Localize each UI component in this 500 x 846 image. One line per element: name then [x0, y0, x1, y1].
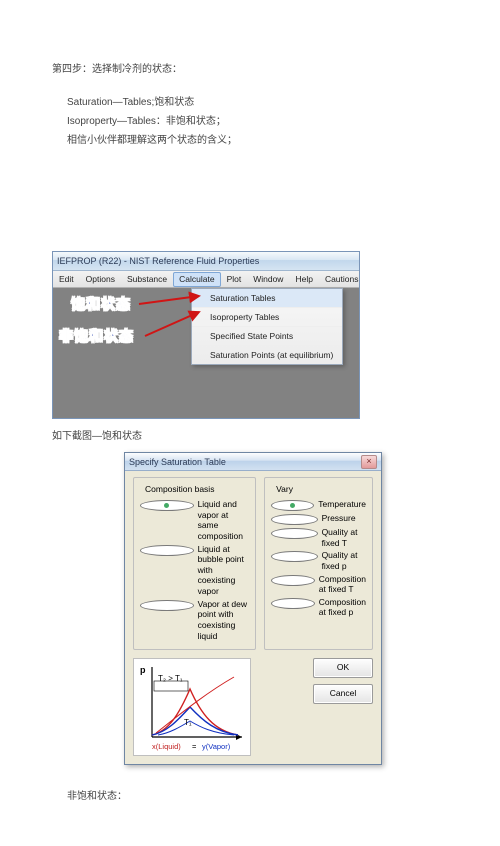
calculate-dropdown[interactable]: Saturation Tables Isoproperty Tables Spe…: [191, 288, 343, 365]
menu-options[interactable]: Options: [80, 274, 121, 284]
radio-icon: [271, 598, 315, 609]
menu-plot[interactable]: Plot: [221, 274, 248, 284]
caption-1: 如下截图—饱和状态: [52, 427, 448, 446]
svg-text:y(Vapor): y(Vapor): [202, 742, 231, 751]
menu-calculate[interactable]: Calculate: [173, 272, 220, 287]
line-2: Isoproperty—Tables：非饱和状态；: [52, 112, 448, 131]
dd-specified-state-points[interactable]: Specified State Points: [192, 327, 342, 346]
opt-right-0[interactable]: Temperature: [271, 499, 366, 511]
svg-text:x(Liquid): x(Liquid): [152, 742, 181, 751]
opt-left-0[interactable]: Liquid and vapor at same composition: [140, 499, 249, 542]
radio-icon: [140, 545, 194, 556]
radio-icon: [271, 551, 317, 562]
opt-right-3[interactable]: Quality at fixed p: [271, 550, 366, 571]
legend-vary: Vary: [273, 484, 296, 494]
step-title: 第四步：选择制冷剂的状态：: [52, 60, 448, 79]
menu-substance[interactable]: Substance: [121, 274, 173, 284]
dd-isoproperty-tables[interactable]: Isoproperty Tables: [192, 308, 342, 327]
line-1: Saturation—Tables;饱和状态: [52, 93, 448, 112]
pxy-diagram: p T₂ > T₁ T₁ x(Liquid) = y(Vapor): [133, 658, 251, 756]
opt-right-1[interactable]: Pressure: [271, 513, 366, 525]
dd-saturation-points[interactable]: Saturation Points (at equilibrium): [192, 346, 342, 364]
refprop-window: IEFPROP (R22) - NIST Reference Fluid Pro…: [52, 251, 360, 419]
menu-cautions[interactable]: Cautions: [319, 274, 365, 284]
caption-2: 非饱和状态：: [52, 787, 448, 806]
dialog-titlebar: Specify Saturation Table ×: [125, 453, 381, 471]
specify-saturation-dialog: Specify Saturation Table × Composition b…: [124, 452, 382, 765]
radio-icon: [271, 575, 315, 586]
menu-window[interactable]: Window: [247, 274, 289, 284]
annotation-saturated: 饱和状态: [71, 294, 131, 314]
line-3: 相信小伙伴都理解这两个状态的含义；: [52, 131, 448, 150]
svg-text:=: =: [192, 742, 197, 751]
menubar[interactable]: Edit Options Substance Calculate Plot Wi…: [53, 271, 359, 288]
radio-icon: [271, 514, 317, 525]
menu-help[interactable]: Help: [289, 274, 318, 284]
radio-icon: [271, 500, 314, 511]
ok-button[interactable]: OK: [313, 658, 373, 678]
svg-text:T₂ > T₁: T₂ > T₁: [158, 674, 183, 683]
cancel-button[interactable]: Cancel: [313, 684, 373, 704]
dialog-title: Specify Saturation Table: [129, 457, 226, 467]
opt-right-4[interactable]: Composition at fixed T: [271, 574, 366, 595]
opt-right-2[interactable]: Quality at fixed T: [271, 527, 366, 548]
paragraph: 第四步：选择制冷剂的状态： Saturation—Tables;饱和状态 Iso…: [52, 60, 448, 150]
window-title: IEFPROP (R22) - NIST Reference Fluid Pro…: [53, 252, 359, 271]
close-button[interactable]: ×: [361, 455, 377, 469]
radio-icon: [140, 600, 194, 611]
legend-composition: Composition basis: [142, 484, 217, 494]
composition-basis-group: Composition basis Liquid and vapor at sa…: [133, 477, 256, 650]
svg-text:T₁: T₁: [184, 718, 192, 727]
radio-icon: [271, 528, 317, 539]
vary-group: Vary Temperature Pressure Quality at fix…: [264, 477, 373, 650]
window-client-area: Saturation Tables Isoproperty Tables Spe…: [53, 288, 359, 418]
radio-icon: [140, 500, 194, 511]
annotation-unsaturated: 非饱和状态: [59, 326, 134, 346]
opt-right-5[interactable]: Composition at fixed p: [271, 597, 366, 618]
menu-edit[interactable]: Edit: [53, 274, 80, 284]
dd-saturation-tables[interactable]: Saturation Tables: [192, 289, 342, 308]
opt-left-1[interactable]: Liquid at bubble point with coexisting v…: [140, 544, 249, 597]
opt-left-2[interactable]: Vapor at dew point with coexisting liqui…: [140, 599, 249, 642]
axis-p: p: [140, 665, 146, 675]
